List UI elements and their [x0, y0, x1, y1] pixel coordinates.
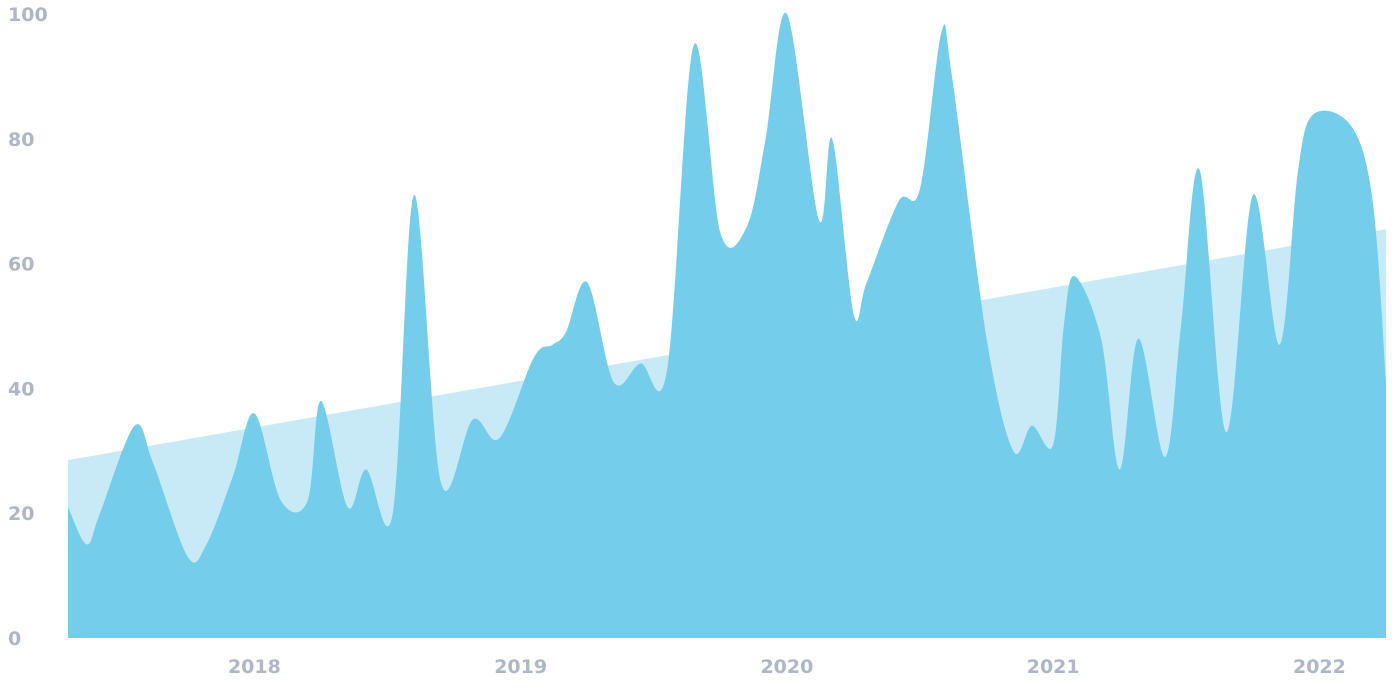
y-tick-label: 100 — [8, 4, 48, 26]
x-axis: 2018 2019 2020 2021 2022 — [228, 656, 1346, 678]
x-tick-label: 2020 — [760, 656, 813, 678]
y-tick-label: 80 — [8, 129, 34, 151]
y-tick-label: 20 — [8, 503, 34, 525]
y-tick-label: 60 — [8, 254, 34, 276]
y-tick-label: 40 — [8, 378, 34, 400]
y-tick-label: 0 — [8, 628, 21, 650]
x-tick-label: 2019 — [494, 656, 547, 678]
x-tick-label: 2018 — [228, 656, 281, 678]
x-tick-label: 2021 — [1027, 656, 1080, 678]
series-area-0 — [68, 12, 1386, 639]
series-layer — [68, 12, 1386, 639]
x-tick-label: 2022 — [1293, 656, 1346, 678]
y-axis: 0 20 40 60 80 100 — [8, 4, 48, 650]
